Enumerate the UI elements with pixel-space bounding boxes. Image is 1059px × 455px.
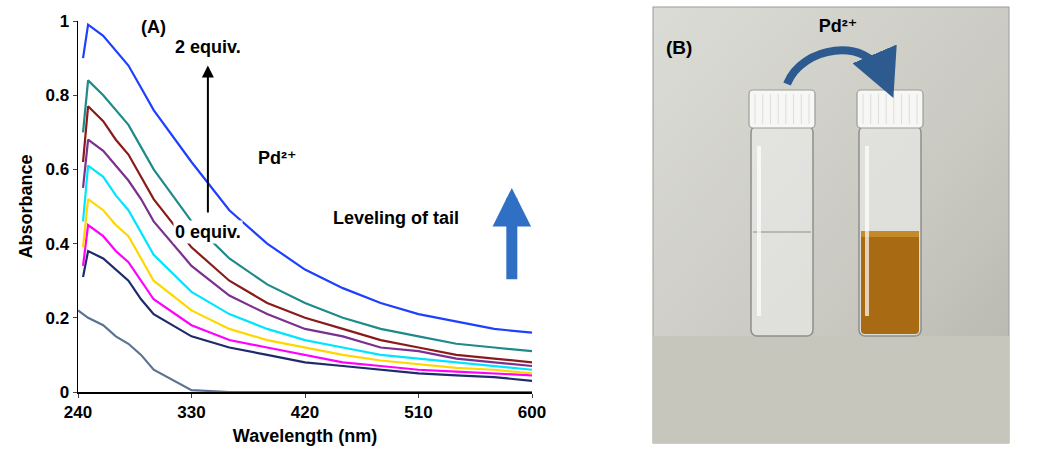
svg-text:Leveling of tail: Leveling of tail [333, 208, 459, 228]
svg-text:0: 0 [60, 383, 69, 402]
svg-text:Pd²⁺: Pd²⁺ [819, 16, 858, 36]
svg-text:1: 1 [60, 12, 69, 31]
svg-text:0.6: 0.6 [45, 160, 69, 179]
svg-text:0 equiv.: 0 equiv. [175, 222, 241, 242]
svg-text:0.4: 0.4 [45, 235, 69, 254]
svg-text:Pd²⁺: Pd²⁺ [258, 148, 297, 168]
svg-text:2 equiv.: 2 equiv. [175, 37, 241, 57]
svg-text:(B): (B) [666, 37, 692, 58]
svg-text:Wavelength (nm): Wavelength (nm) [233, 426, 377, 446]
svg-text:420: 420 [291, 403, 319, 422]
svg-text:600: 600 [518, 403, 546, 422]
svg-text:330: 330 [177, 403, 205, 422]
svg-text:240: 240 [64, 403, 92, 422]
svg-text:0.2: 0.2 [45, 309, 69, 328]
svg-text:(A): (A) [141, 17, 166, 37]
svg-text:0.8: 0.8 [45, 86, 69, 105]
svg-text:510: 510 [404, 403, 432, 422]
svg-text:Absorbance: Absorbance [16, 154, 36, 258]
